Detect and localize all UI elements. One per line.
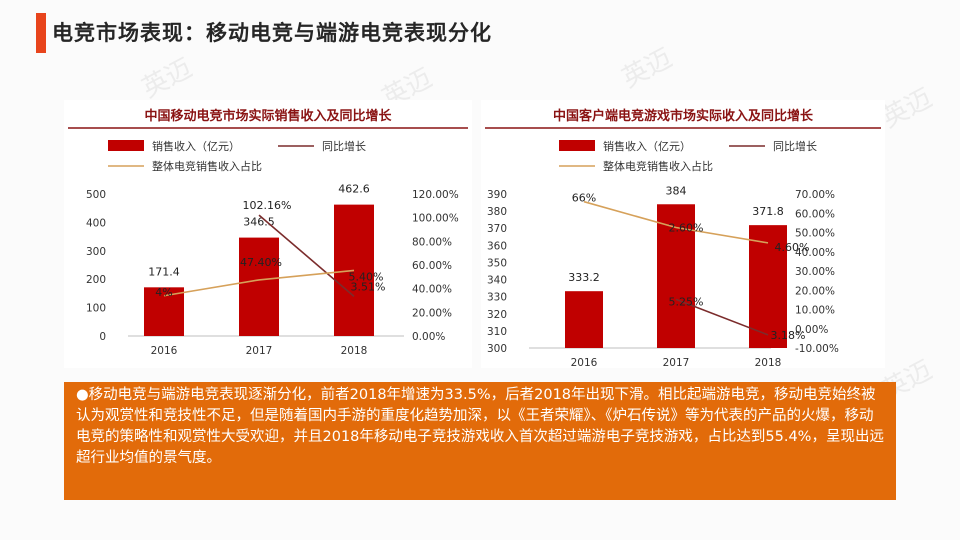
mobile-esports-chart: 中国移动电竞市场实际销售收入及同比增长销售收入（亿元） 同比增长整体电竞销售收入占… bbox=[64, 100, 472, 368]
y-tick-label: 380 bbox=[487, 206, 507, 218]
y2-tick-label: 40.00% bbox=[795, 247, 835, 259]
x-tick-label: 2018 bbox=[341, 345, 368, 357]
y2-tick-label: 80.00% bbox=[412, 236, 452, 248]
y-tick-label: 350 bbox=[487, 257, 507, 269]
x-tick-label: 2018 bbox=[755, 357, 782, 368]
pc-esports-chart: 中国客户端电竞游戏市场实际收入及同比增长销售收入（亿元） 同比增长整体电竞销售收入… bbox=[481, 100, 885, 368]
legend-label: 销售收入（亿元） bbox=[152, 139, 240, 153]
bar-data-label: 333.2 bbox=[568, 271, 600, 284]
line-data-label: 2.60% bbox=[669, 221, 704, 234]
description-box: ●移动电竞与端游电竞表现逐渐分化，前者2018年增速为33.5%，后者2018年… bbox=[64, 382, 896, 500]
y2-tick-label: 60.00% bbox=[795, 208, 835, 220]
chart-title: 中国客户端电竞游戏市场实际收入及同比增长 bbox=[553, 108, 814, 124]
y-tick-label: 340 bbox=[487, 275, 507, 287]
title-accent-bar bbox=[36, 13, 46, 53]
watermark: 英迈 bbox=[617, 43, 678, 95]
y-tick-label: 200 bbox=[86, 274, 106, 286]
bar-data-label: 384 bbox=[666, 184, 687, 197]
line-data-label: 3.51% bbox=[351, 280, 386, 293]
y2-tick-label: 100.00% bbox=[412, 213, 459, 225]
series-line bbox=[675, 298, 769, 336]
y2-tick-label: 40.00% bbox=[412, 284, 452, 296]
y2-tick-label: 50.00% bbox=[795, 228, 835, 240]
series-line bbox=[583, 200, 769, 244]
watermark: 英迈 bbox=[137, 53, 198, 105]
legend-label: 销售收入（亿元） bbox=[603, 139, 691, 153]
y-tick-label: 310 bbox=[487, 326, 507, 338]
x-tick-label: 2017 bbox=[663, 357, 690, 368]
line-data-label: 4% bbox=[155, 286, 172, 299]
bar-data-label: 346.5 bbox=[243, 216, 275, 229]
y2-tick-label: 20.00% bbox=[412, 307, 452, 319]
legend-label: 整体电竞销售收入占比 bbox=[603, 159, 713, 173]
line-data-label: 102.16% bbox=[243, 199, 292, 212]
line-data-label: 5.40% bbox=[349, 270, 384, 283]
bar-data-label: 462.6 bbox=[338, 183, 370, 196]
y2-tick-label: 10.00% bbox=[795, 305, 835, 317]
legend-label: 同比增长 bbox=[322, 139, 366, 153]
y2-tick-label: 20.00% bbox=[795, 285, 835, 297]
line-data-label: 4.60% bbox=[775, 241, 810, 254]
legend-swatch-bar bbox=[559, 140, 595, 151]
y-tick-label: 390 bbox=[487, 189, 507, 201]
y-tick-label: 330 bbox=[487, 292, 507, 304]
y2-tick-label: 70.00% bbox=[795, 189, 835, 201]
legend-swatch-bar bbox=[108, 140, 144, 151]
y2-tick-label: -10.00% bbox=[795, 343, 839, 355]
y-tick-label: 320 bbox=[487, 309, 507, 321]
line-data-label: 3.18% bbox=[771, 329, 806, 342]
series-line bbox=[163, 269, 355, 297]
bar bbox=[749, 225, 787, 348]
x-tick-label: 2016 bbox=[571, 357, 598, 368]
legend-label: 同比增长 bbox=[773, 139, 817, 153]
line-data-label: 5.25% bbox=[669, 295, 704, 308]
line-data-label: 66% bbox=[572, 192, 596, 205]
x-tick-label: 2016 bbox=[151, 345, 178, 357]
chart-title: 中国移动电竞市场实际销售收入及同比增长 bbox=[144, 108, 392, 124]
bar bbox=[239, 237, 279, 336]
description-text: ●移动电竞与端游电竞表现逐渐分化，前者2018年增速为33.5%，后者2018年… bbox=[76, 387, 884, 466]
y2-tick-label: 0.00% bbox=[412, 331, 445, 343]
bar-data-label: 171.4 bbox=[148, 265, 180, 278]
legend-label: 整体电竞销售收入占比 bbox=[152, 159, 262, 173]
y-tick-label: 370 bbox=[487, 223, 507, 235]
y2-tick-label: 60.00% bbox=[412, 260, 452, 272]
series-line bbox=[258, 214, 355, 297]
bar bbox=[334, 204, 374, 336]
y-tick-label: 100 bbox=[86, 303, 106, 315]
y-tick-label: 500 bbox=[86, 189, 106, 201]
y-tick-label: 360 bbox=[487, 240, 507, 252]
y-tick-label: 300 bbox=[86, 246, 106, 258]
page-title: 电竞市场表现：移动电竞与端游电竞表现分化 bbox=[52, 21, 492, 45]
y2-tick-label: 0.00% bbox=[795, 324, 828, 336]
x-tick-label: 2017 bbox=[246, 345, 273, 357]
y2-tick-label: 30.00% bbox=[795, 266, 835, 278]
bar-data-label: 371.8 bbox=[752, 205, 784, 218]
y-tick-label: 400 bbox=[86, 217, 106, 229]
y2-tick-label: 120.00% bbox=[412, 189, 459, 201]
bar bbox=[565, 291, 603, 348]
y-tick-label: 300 bbox=[487, 343, 507, 355]
line-data-label: 47.40% bbox=[240, 256, 282, 269]
y-tick-label: 0 bbox=[99, 331, 106, 343]
